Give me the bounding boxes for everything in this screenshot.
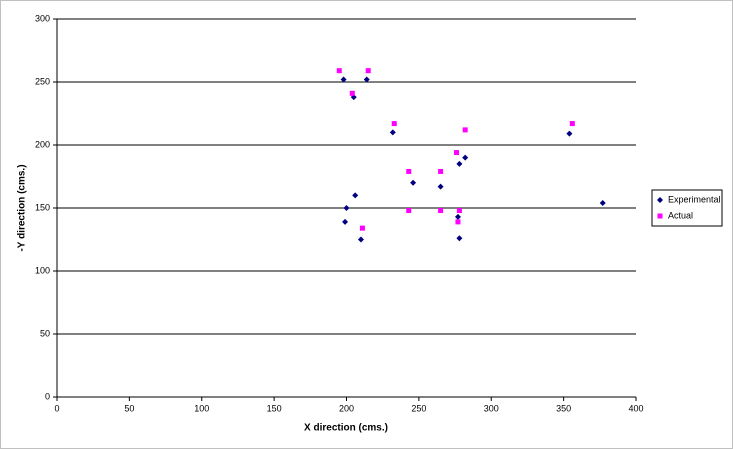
point (406, 168, 412, 174)
legend-marker (657, 197, 663, 203)
point (349, 90, 355, 96)
point (456, 235, 463, 242)
x-tick-label: 50 (124, 403, 134, 413)
point (343, 205, 350, 211)
point (391, 121, 397, 127)
point (599, 199, 606, 206)
point (438, 208, 444, 214)
x-tick-label: 300 (484, 403, 499, 413)
x-tick-label: 150 (267, 403, 282, 413)
point (340, 76, 347, 83)
point (438, 168, 444, 174)
x-axis-title: X direction (cms.) (304, 423, 388, 434)
x-tick-label: 0 (54, 403, 59, 413)
legend-marker (657, 213, 663, 219)
x-tick-label: 200 (339, 403, 354, 413)
legend-box (651, 189, 723, 227)
point (352, 192, 359, 199)
point (569, 121, 575, 127)
y-tick-label: 300 (35, 13, 50, 23)
point (456, 160, 463, 167)
point (437, 183, 444, 190)
legend-label: Experimental (668, 194, 721, 204)
point (365, 68, 371, 74)
y-axis-title: -Y direction (cms.) (17, 164, 28, 251)
point (566, 130, 573, 137)
y-tick-label: 250 (35, 76, 50, 86)
x-tick-label: 100 (194, 403, 209, 413)
y-tick-label: 0 (45, 391, 50, 401)
y-tick-label: 50 (40, 328, 50, 338)
point (336, 68, 342, 74)
legend-label: Actual (668, 210, 693, 220)
point (410, 179, 417, 186)
y-tick-label: 200 (35, 139, 50, 149)
point (363, 76, 370, 83)
point (456, 208, 462, 214)
y-tick-label: 100 (35, 265, 50, 275)
point (389, 129, 396, 136)
point (455, 219, 461, 225)
y-tick-label: 150 (35, 202, 50, 212)
x-tick-label: 350 (556, 403, 571, 413)
point (359, 225, 365, 231)
point (462, 127, 468, 133)
point (357, 236, 364, 243)
point (406, 208, 412, 214)
point (462, 154, 469, 161)
x-tick-label: 250 (411, 403, 426, 413)
point (454, 213, 461, 220)
point (342, 218, 349, 225)
point (454, 150, 460, 156)
x-tick-label: 400 (628, 403, 643, 413)
